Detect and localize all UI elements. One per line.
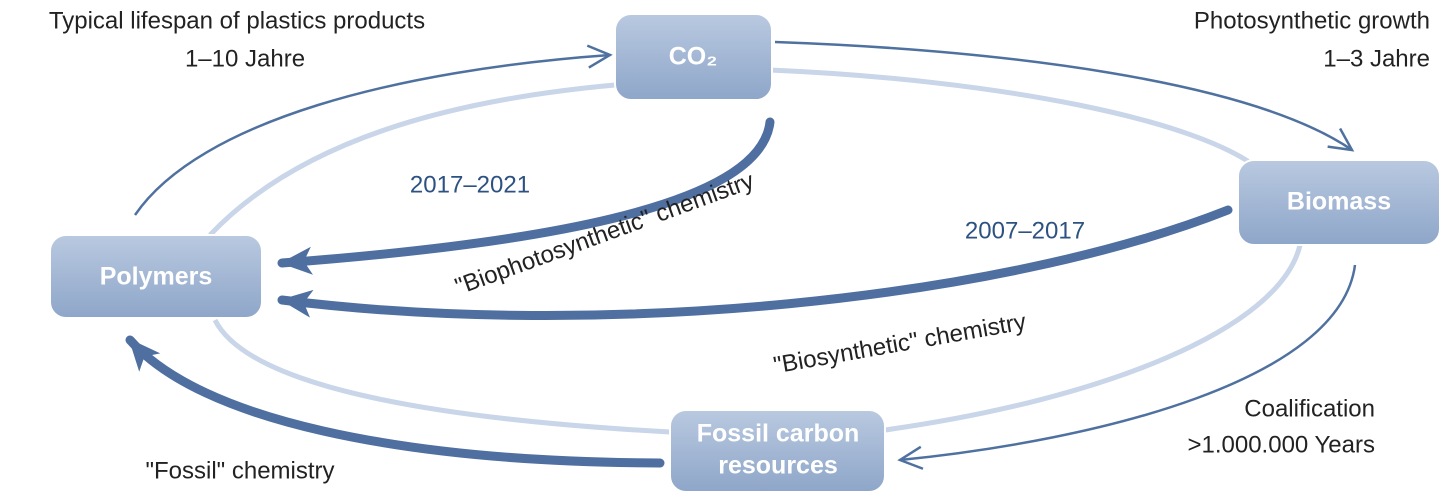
node-box bbox=[669, 409, 886, 493]
label: 2017–2021 bbox=[410, 171, 530, 198]
arrow bbox=[277, 117, 775, 275]
node-box bbox=[49, 234, 263, 319]
arrow bbox=[774, 40, 1355, 152]
label: Photosynthetic growth bbox=[1194, 7, 1430, 34]
label: 1–3 Jahre bbox=[1323, 45, 1430, 72]
label: 1–10 Jahre bbox=[185, 45, 305, 72]
node-label: Biomass bbox=[1287, 188, 1391, 216]
node-label: Polymers bbox=[100, 263, 213, 291]
ring bbox=[208, 82, 616, 237]
node-box bbox=[1237, 159, 1441, 246]
arrow bbox=[133, 44, 613, 216]
label: "Fossil" chemistry bbox=[145, 457, 334, 484]
ring bbox=[884, 244, 1303, 433]
label: Coalification bbox=[1244, 395, 1375, 422]
label: "Biosynthetic" chemistry bbox=[771, 308, 1028, 379]
label: >1.000.000 Years bbox=[1187, 431, 1375, 458]
node-label: CO₂ bbox=[669, 43, 718, 71]
arrow bbox=[277, 205, 1233, 320]
node-label: Fossil carbon bbox=[697, 420, 860, 448]
arrow bbox=[897, 264, 1357, 470]
node-label: resources bbox=[718, 452, 838, 480]
ring bbox=[769, 67, 1262, 172]
label: Typical lifespan of plastics products bbox=[49, 7, 425, 34]
label: 2007–2017 bbox=[965, 217, 1085, 244]
ring bbox=[212, 318, 671, 435]
arrow bbox=[125, 335, 665, 468]
node-box bbox=[614, 13, 773, 101]
